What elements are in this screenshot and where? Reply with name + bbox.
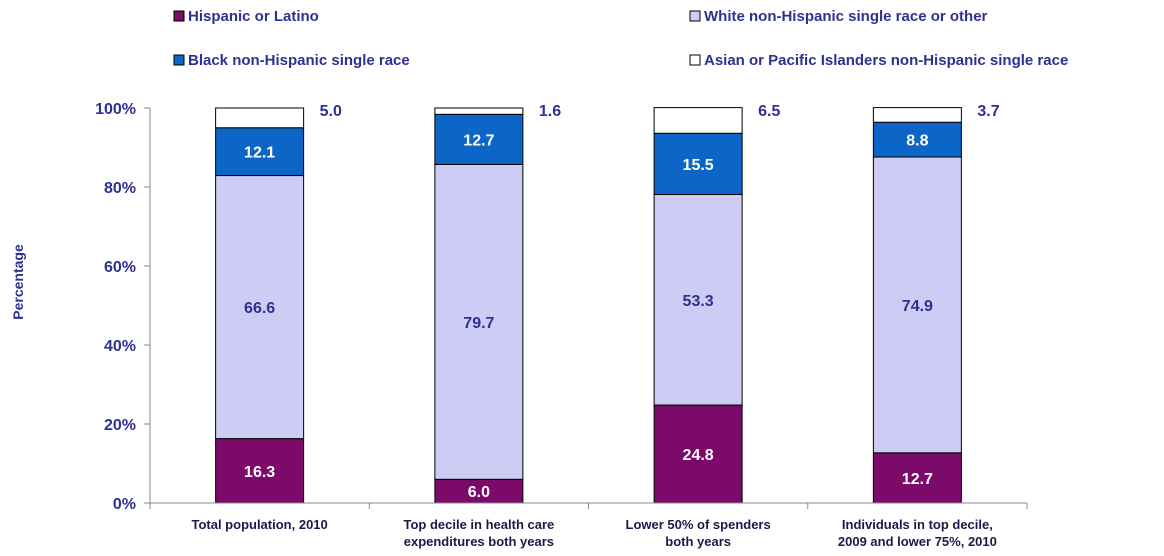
bar-segment: [653, 107, 743, 134]
data-label: 1.6: [539, 103, 561, 120]
data-label: 24.8: [683, 447, 714, 464]
bar-segment: [434, 163, 524, 480]
legend-swatch-4: [689, 54, 701, 66]
x-tick-label: expenditures both years: [404, 534, 554, 549]
bar-segment: [434, 113, 524, 165]
legend-swatch-1: [173, 10, 185, 22]
y-tick-label: 20%: [104, 417, 136, 434]
bar-segment: [872, 121, 962, 158]
x-tick-label: Total population, 2010: [191, 517, 327, 532]
bar-segment: [653, 194, 743, 406]
legend-label-3: Black non-Hispanic single race: [188, 52, 410, 69]
y-tick-label: 80%: [104, 180, 136, 197]
x-tick-label: both years: [665, 534, 731, 549]
legend-swatch-2: [689, 10, 701, 22]
data-label: 15.5: [683, 157, 714, 174]
data-label: 12.7: [463, 132, 494, 149]
bar-segment: [653, 132, 743, 196]
x-tick-label: Lower 50% of spenders: [626, 517, 771, 532]
legend: Hispanic or Latino White non-Hispanic sin…: [173, 8, 1068, 69]
bar-segment: [872, 452, 962, 504]
bar-segment: [872, 156, 962, 454]
x-tick-label: 2009 and lower 75%, 2010: [838, 534, 997, 549]
legend-swatch-3: [173, 54, 185, 66]
x-tick-label: Individuals in top decile,: [842, 517, 993, 532]
bars: 16.3 66.6 12.1 5.0 6.0 79.7 12.7 1.6 24.8 53.3 15.…: [215, 103, 1000, 504]
bar-segment: [215, 175, 305, 440]
bar-segment: [872, 107, 962, 123]
data-label: 3.7: [977, 103, 999, 120]
y-axis: 0% 20% 40% 60% 80% 100%: [95, 101, 151, 513]
data-label: 5.0: [320, 103, 342, 120]
y-tick-label: 40%: [104, 338, 136, 355]
data-label: 6.5: [758, 103, 780, 120]
data-label: 12.7: [902, 471, 933, 488]
bar-segment: [215, 107, 305, 129]
legend-label-4: Asian or Pacific Islanders non-Hispanic …: [704, 52, 1068, 69]
y-tick-label: 0%: [113, 496, 136, 513]
bar-segment: [434, 107, 524, 115]
y-axis-label: Percentage: [10, 244, 26, 320]
data-label: 8.8: [906, 133, 928, 150]
bar-segment: [653, 404, 743, 504]
data-label: 6.0: [468, 484, 490, 501]
y-tick-label: 100%: [95, 101, 136, 118]
x-axis: Total population, 2010 Top decile in heal…: [149, 502, 1028, 549]
data-label: 12.1: [244, 145, 275, 162]
bar-segment: [215, 127, 305, 177]
legend-label-1: Hispanic or Latino: [188, 8, 319, 25]
legend-label-2: White non-Hispanic single race or other: [704, 8, 988, 25]
data-label: 53.3: [683, 293, 714, 310]
data-label: 79.7: [463, 315, 494, 332]
data-label: 66.6: [244, 300, 275, 317]
data-label: 16.3: [244, 464, 275, 481]
data-label: 74.9: [902, 298, 933, 315]
y-tick-label: 60%: [104, 259, 136, 276]
x-tick-label: Top decile in health care: [404, 517, 555, 532]
